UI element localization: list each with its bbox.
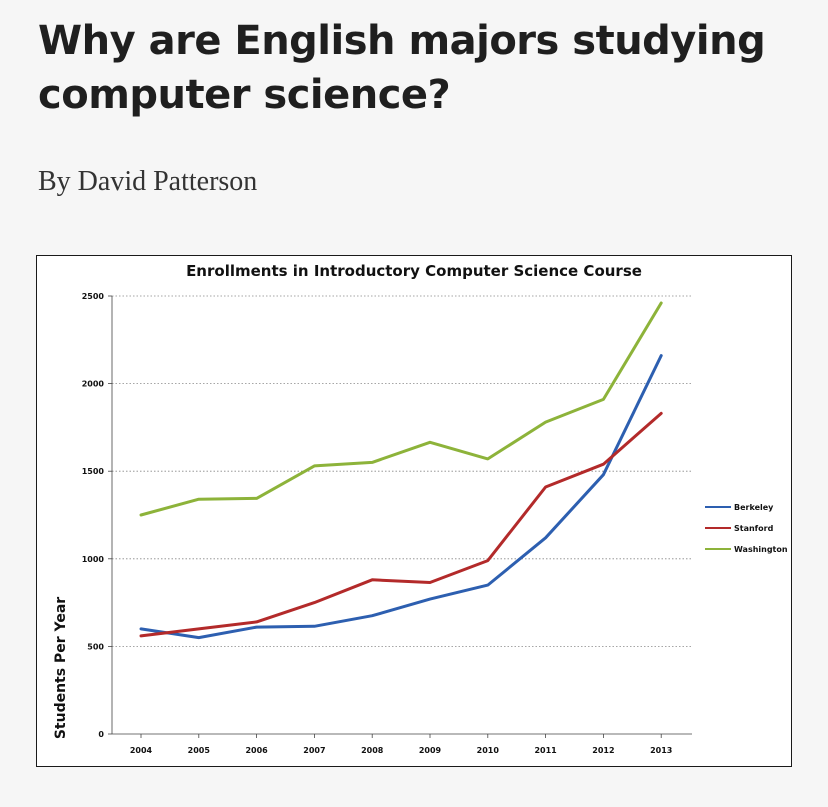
series-line-stanford bbox=[139, 411, 663, 638]
x-tick-label: 2005 bbox=[188, 746, 211, 755]
article-headline: Why are English majors studying computer… bbox=[38, 18, 766, 118]
y-axis-label: Students Per Year bbox=[53, 597, 69, 739]
legend: Berkeley Stanford Washington bbox=[705, 503, 788, 554]
x-tick-label: 2006 bbox=[245, 746, 268, 755]
y-tick-label: 500 bbox=[87, 642, 104, 651]
y-tick-label: 1000 bbox=[82, 555, 105, 564]
y-tick-label: 0 bbox=[98, 730, 104, 739]
series-line-washington bbox=[139, 301, 663, 517]
x-tick-label: 2011 bbox=[534, 746, 557, 755]
grid-lines bbox=[112, 295, 692, 647]
y-tick-label: 1500 bbox=[82, 467, 105, 476]
legend-label-washington: Washington bbox=[734, 545, 788, 554]
x-tick-label: 2013 bbox=[650, 746, 672, 755]
x-tick-label: 2007 bbox=[303, 746, 325, 755]
chart-title: Enrollments in Introductory Computer Sci… bbox=[186, 262, 642, 280]
series-line-berkeley bbox=[139, 354, 663, 640]
x-tick-label: 2010 bbox=[477, 746, 500, 755]
x-tick-label: 2012 bbox=[592, 746, 614, 755]
axes: 0 500 1000 1500 2000 2500 2004 2005 2006 2007 2008… bbox=[82, 292, 692, 755]
legend-label-berkeley: Berkeley bbox=[734, 503, 774, 512]
article-byline: By David Patterson bbox=[38, 166, 258, 197]
chart-canvas: Enrollments in Introductory Computer Sci… bbox=[53, 262, 788, 755]
enrollment-chart: Enrollments in Introductory Computer Sci… bbox=[36, 255, 792, 767]
legend-label-stanford: Stanford bbox=[734, 524, 774, 533]
x-tick-label: 2004 bbox=[130, 746, 153, 755]
y-tick-label: 2000 bbox=[82, 380, 105, 389]
x-tick-label: 2009 bbox=[419, 746, 442, 755]
y-tick-label: 2500 bbox=[82, 292, 105, 301]
series-lines bbox=[139, 301, 663, 640]
x-tick-label: 2008 bbox=[361, 746, 384, 755]
